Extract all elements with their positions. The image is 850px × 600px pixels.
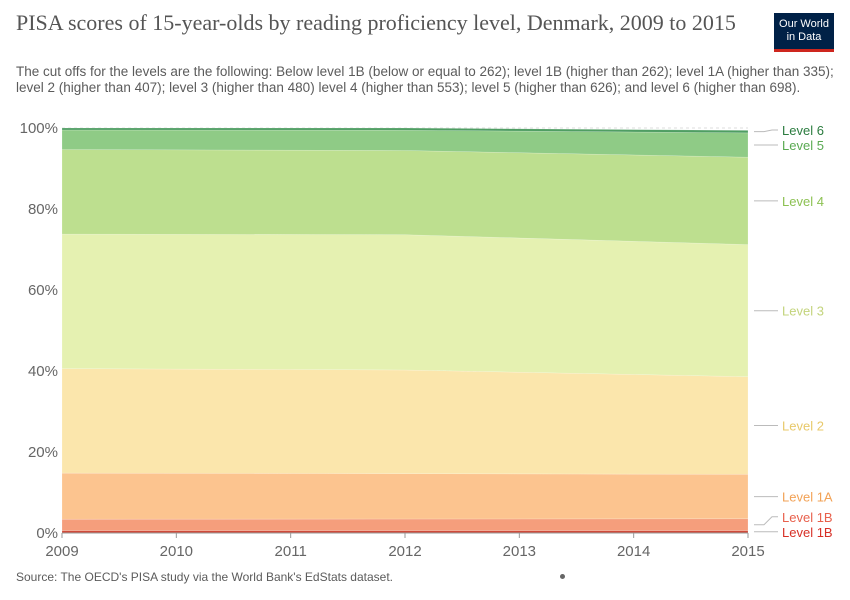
footer-dot (560, 574, 565, 579)
x-tick-label: 2009 (45, 543, 78, 560)
x-tick-label: 2010 (160, 543, 193, 560)
owid-logo[interactable]: Our World in Data (774, 13, 834, 52)
legend-label-7: Level 5 (782, 138, 824, 153)
area-series-6 (61, 149, 749, 245)
y-tick-label: 20% (28, 444, 58, 461)
y-tick-label: 40% (28, 363, 58, 380)
x-tick-label: 2011 (275, 543, 307, 560)
legend-label-6: Level 4 (782, 194, 824, 209)
legend-label-8: Level 6 (782, 123, 824, 138)
area-series-4 (61, 368, 749, 475)
area-series-8 (61, 127, 749, 134)
legend-label-5: Level 3 (782, 304, 824, 319)
y-tick-label: 0% (36, 525, 58, 542)
legend-leader-line (754, 516, 778, 526)
x-tick-label: 2013 (503, 543, 536, 560)
x-tick-label: 2012 (388, 543, 421, 560)
chart-title: PISA scores of 15-year-olds by reading p… (16, 10, 736, 35)
legend-label-1: Level 1B (782, 525, 833, 540)
legend-label-3: Level 1A (782, 490, 833, 505)
x-tick-label: 2014 (617, 543, 650, 560)
area-series-5 (61, 233, 749, 377)
legend-label-4: Level 2 (782, 418, 824, 433)
source-note: Source: The OECD's PISA study via the Wo… (16, 570, 393, 584)
legend-leader-line (754, 129, 778, 133)
area-series-2 (61, 518, 749, 531)
legend-label-2: Level 1B (782, 510, 833, 525)
x-tick-label: 2015 (731, 543, 764, 560)
logo-line-1: Our World (779, 18, 829, 30)
y-tick-label: 100% (20, 120, 58, 137)
logo-line-2: in Data (786, 31, 822, 43)
y-tick-label: 60% (28, 282, 58, 299)
area-series-3 (61, 472, 749, 520)
chart-subtitle: The cut offs for the levels are the foll… (16, 64, 834, 95)
y-tick-label: 80% (28, 201, 58, 218)
